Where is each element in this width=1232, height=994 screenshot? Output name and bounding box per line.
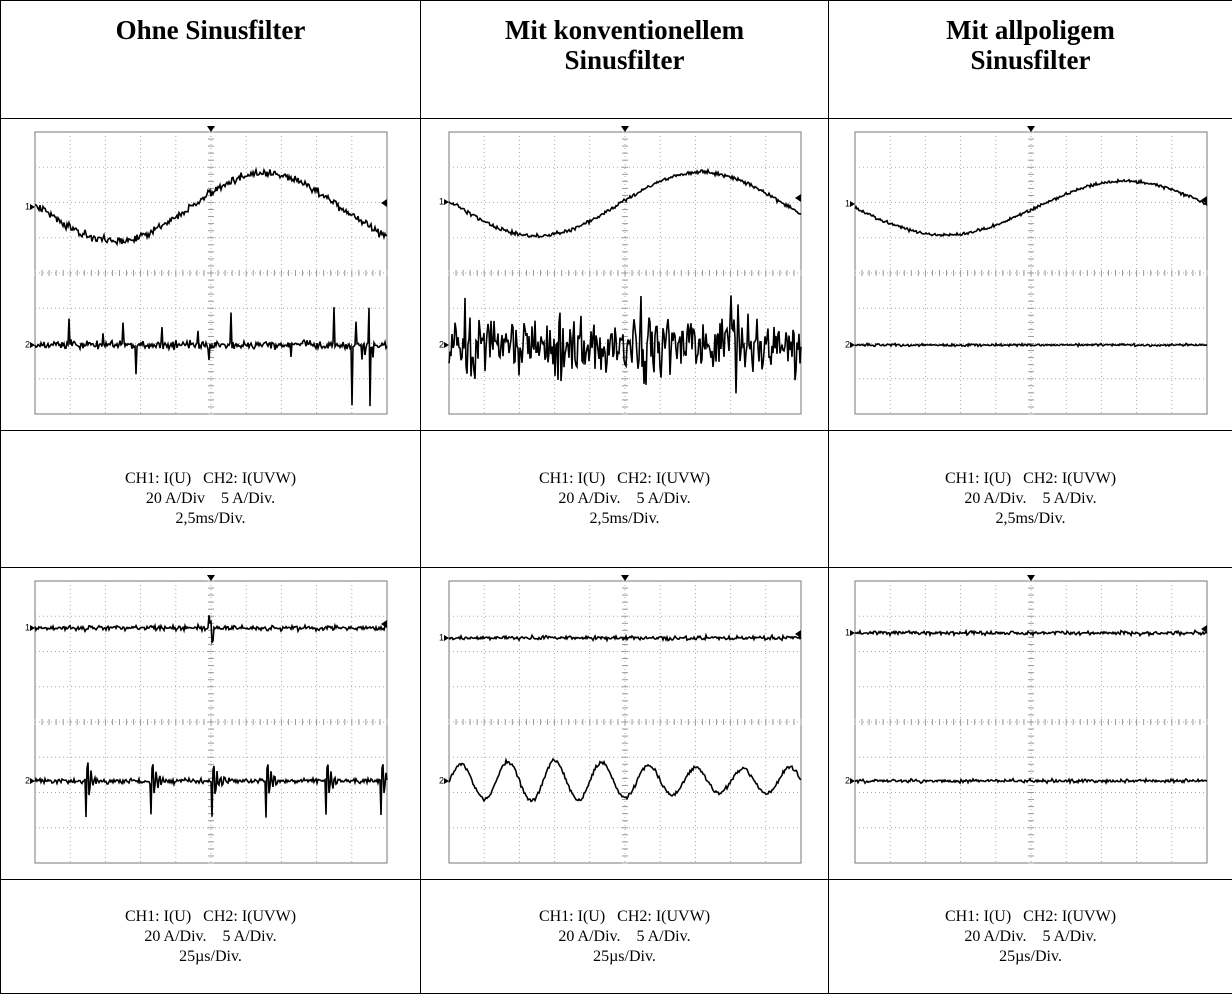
caption-row: CH1: I(U) CH2: I(UVW)20 A/Div. 5 A/Div.2… xyxy=(1,880,1232,994)
channel-arrow xyxy=(30,778,35,784)
oscilloscope: 12 xyxy=(437,124,813,420)
caption-cell: CH1: I(U) CH2: I(UVW)20 A/Div. 5 A/Div.2… xyxy=(421,880,829,994)
caption-line: CH1: I(U) CH2: I(UVW) xyxy=(1,469,420,489)
channel-marker: 1 xyxy=(845,627,850,637)
caption-line: CH1: I(U) CH2: I(UVW) xyxy=(421,469,828,489)
caption-line: CH1: I(U) CH2: I(UVW) xyxy=(829,907,1232,927)
caption-line: CH1: I(U) CH2: I(UVW) xyxy=(421,907,828,927)
caption-cell: CH1: I(U) CH2: I(UVW)20 A/Div. 5 A/Div.2… xyxy=(421,431,829,568)
caption-line: 20 A/Div. 5 A/Div. xyxy=(1,927,420,947)
channel-arrow xyxy=(444,199,449,205)
header-text: Mit allpoligem xyxy=(829,15,1232,45)
channel-arrow xyxy=(850,342,855,348)
oscilloscope: 12 xyxy=(23,124,399,420)
channel-arrow xyxy=(850,201,855,207)
caption-cell: CH1: I(U) CH2: I(UVW)20 A/Div 5 A/Div.2,… xyxy=(1,431,421,568)
caption-line: 20 A/Div. 5 A/Div. xyxy=(421,927,828,947)
caption-line: CH1: I(U) CH2: I(UVW) xyxy=(1,907,420,927)
scope-screen: 12 xyxy=(439,126,801,414)
header-text: Mit konventionellem xyxy=(421,15,828,45)
caption-row: CH1: I(U) CH2: I(UVW)20 A/Div 5 A/Div.2,… xyxy=(1,431,1232,568)
caption-line: 20 A/Div. 5 A/Div. xyxy=(421,489,828,509)
scope-screen: 12 xyxy=(845,126,1207,414)
caption-line: 25µs/Div. xyxy=(421,947,828,967)
scope-screen: 12 xyxy=(439,575,801,863)
caption-line: 20 A/Div 5 A/Div. xyxy=(1,489,420,509)
oscilloscope: 12 xyxy=(843,573,1219,869)
oscilloscope: 12 xyxy=(23,573,399,869)
caption-line: 20 A/Div. 5 A/Div. xyxy=(829,489,1232,509)
channel-marker: 1 xyxy=(439,196,444,206)
channel-marker: 2 xyxy=(845,775,850,785)
channel-marker: 1 xyxy=(845,198,850,208)
oscilloscope: 12 xyxy=(437,573,813,869)
channel-marker: 1 xyxy=(25,201,30,211)
caption-line: 20 A/Div. 5 A/Div. xyxy=(829,927,1232,947)
channel-arrow xyxy=(850,778,855,784)
oscilloscope: 12 xyxy=(843,124,1219,420)
channel-marker: 2 xyxy=(25,775,30,785)
header-text: Sinusfilter xyxy=(421,45,828,75)
channel-marker: 2 xyxy=(439,339,444,349)
channel-arrow xyxy=(30,625,35,631)
caption-line: 2,5ms/Div. xyxy=(829,509,1232,529)
caption-line: CH1: I(U) CH2: I(UVW) xyxy=(829,469,1232,489)
channel-arrow xyxy=(444,342,449,348)
channel-arrow xyxy=(444,635,449,641)
trigger-arrow xyxy=(207,575,215,581)
header-text: Sinusfilter xyxy=(829,45,1232,75)
channel-marker: 2 xyxy=(439,775,444,785)
channel-marker: 2 xyxy=(25,339,30,349)
scope-screen: 12 xyxy=(25,575,387,863)
comparison-table: Ohne SinusfilterMit konventionellemSinus… xyxy=(0,0,1232,994)
channel-arrow xyxy=(30,204,35,210)
scope-screen: 12 xyxy=(845,575,1207,863)
scope-screen: 12 xyxy=(25,126,387,414)
caption-line: 2,5ms/Div. xyxy=(1,509,420,529)
trigger-arrow xyxy=(207,126,215,132)
caption-cell: CH1: I(U) CH2: I(UVW)20 A/Div. 5 A/Div.2… xyxy=(1,880,421,994)
header-cell: Ohne Sinusfilter xyxy=(1,1,421,119)
caption-cell: CH1: I(U) CH2: I(UVW)20 A/Div. 5 A/Div.2… xyxy=(829,880,1232,994)
trigger-arrow xyxy=(621,575,629,581)
channel-arrow xyxy=(850,630,855,636)
trigger-arrow xyxy=(621,126,629,132)
channel-marker: 2 xyxy=(845,339,850,349)
caption-line: 25µs/Div. xyxy=(1,947,420,967)
channel-arrow xyxy=(444,778,449,784)
channel-marker: 1 xyxy=(25,622,30,632)
channel-arrow xyxy=(30,342,35,348)
trigger-arrow xyxy=(1027,575,1035,581)
header-text: Ohne Sinusfilter xyxy=(1,15,420,45)
caption-line: 25µs/Div. xyxy=(829,947,1232,967)
caption-line: 2,5ms/Div. xyxy=(421,509,828,529)
trigger-arrow xyxy=(1027,126,1035,132)
channel-marker: 1 xyxy=(439,632,444,642)
caption-cell: CH1: I(U) CH2: I(UVW)20 A/Div. 5 A/Div.2… xyxy=(829,431,1232,568)
